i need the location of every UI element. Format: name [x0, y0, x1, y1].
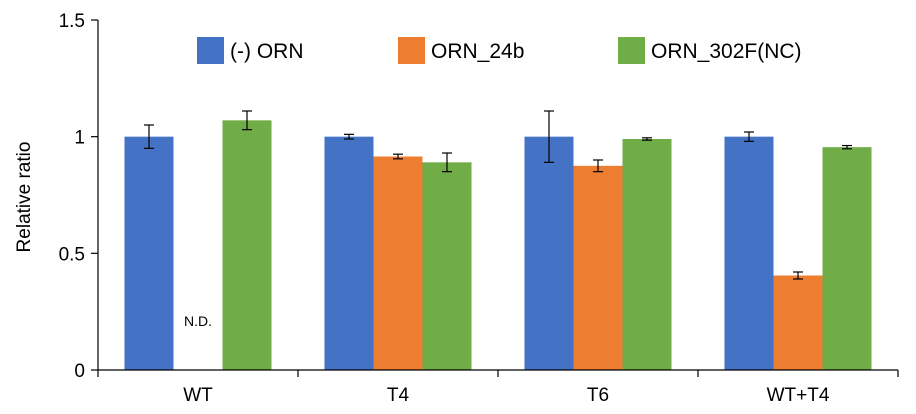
- error-bar: [593, 159, 603, 173]
- legend-item: ORN_24b: [398, 37, 524, 64]
- error-bar: [544, 110, 554, 163]
- error-bar: [793, 271, 803, 280]
- y-tick-label: 0: [74, 361, 85, 382]
- bars: [124, 120, 872, 370]
- annotation-label: N.D.: [184, 313, 212, 329]
- bar: [124, 136, 174, 370]
- bar: [422, 162, 472, 370]
- y-tick-label: 1: [74, 128, 85, 149]
- error-bar: [842, 144, 852, 150]
- bar: [524, 136, 574, 370]
- bar: [773, 275, 823, 370]
- y-tick-label: 0.5: [59, 244, 85, 265]
- y-axis-title: Relative ratio: [14, 142, 35, 253]
- bar: [373, 156, 423, 370]
- bar: [324, 136, 374, 370]
- x-tick-label: WT: [183, 385, 213, 406]
- error-bars: [144, 110, 852, 280]
- x-tick-label: T4: [387, 385, 410, 406]
- legend-swatch: [618, 37, 645, 64]
- legend-item: (-) ORN: [197, 37, 303, 64]
- error-bar: [242, 110, 252, 131]
- bar: [622, 139, 672, 370]
- x-tick-label: T6: [587, 385, 609, 406]
- bar: [222, 120, 272, 370]
- y-tick-label: 1.5: [59, 11, 85, 32]
- bar: [724, 136, 774, 370]
- y-axis-ticks: 0 0.5 1 1.5: [59, 11, 98, 382]
- legend-label: ORN_24b: [431, 40, 524, 63]
- bar: [573, 165, 623, 370]
- error-bar: [442, 152, 452, 173]
- annotations: N.D.: [184, 313, 212, 329]
- error-bar: [642, 137, 652, 141]
- legend: (-) ORN ORN_24b ORN_302F(NC): [197, 37, 802, 64]
- error-bar: [393, 153, 403, 160]
- x-tick-label: WT+T4: [767, 385, 830, 406]
- error-bar: [744, 131, 754, 142]
- error-bar: [344, 133, 354, 140]
- bar: [822, 147, 872, 370]
- legend-swatch: [197, 37, 224, 64]
- error-bar: [144, 124, 154, 149]
- legend-item: ORN_302F(NC): [618, 37, 802, 64]
- legend-label: (-) ORN: [230, 40, 303, 63]
- legend-swatch: [398, 37, 425, 64]
- x-axis-ticks: WT T4 T6 WT+T4: [97, 370, 899, 406]
- legend-label: ORN_302F(NC): [651, 40, 802, 63]
